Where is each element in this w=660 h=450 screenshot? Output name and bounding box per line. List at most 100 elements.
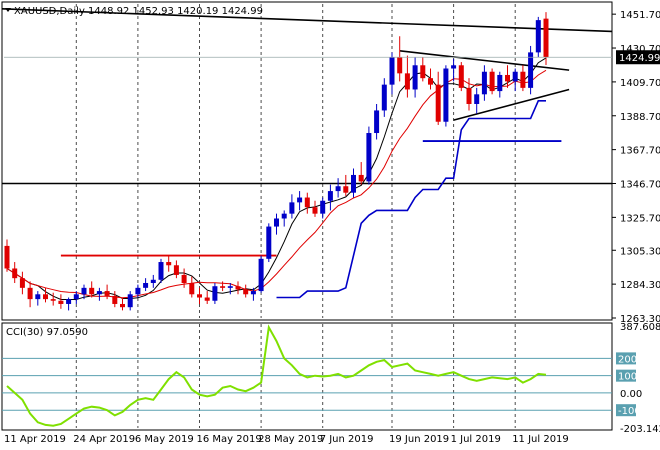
candle-body bbox=[89, 287, 95, 295]
triangle-lower-line bbox=[453, 88, 570, 121]
y-tick-label: 1409.70 bbox=[620, 78, 660, 89]
candle-body bbox=[250, 291, 256, 295]
candle-body bbox=[435, 84, 441, 122]
candle-body bbox=[512, 71, 518, 82]
candle-body bbox=[481, 71, 487, 95]
cci-indicator bbox=[6, 324, 547, 427]
descending-trendline bbox=[1, 8, 613, 33]
candle-body bbox=[235, 286, 241, 290]
y-tick-label: 1284.30 bbox=[620, 280, 660, 291]
candle-body bbox=[197, 294, 202, 298]
candle-body bbox=[289, 202, 295, 214]
y-tick-label: 1451.70 bbox=[620, 10, 660, 21]
candle-body bbox=[143, 283, 149, 288]
x-tick-label: 19 Jun 2019 bbox=[389, 434, 449, 445]
candle-body bbox=[173, 265, 179, 275]
candle-body bbox=[274, 218, 279, 227]
candle-body bbox=[81, 287, 87, 295]
candle-body bbox=[312, 207, 318, 214]
candle-body bbox=[397, 57, 403, 74]
candle-body bbox=[73, 294, 79, 300]
candle-body bbox=[4, 245, 10, 269]
x-tick-label: 7 Jun 2019 bbox=[320, 434, 374, 445]
cci-tick-label: 387.6087 bbox=[620, 322, 660, 333]
candle-body bbox=[420, 65, 426, 79]
candles bbox=[4, 12, 549, 311]
candle-body bbox=[35, 294, 41, 300]
x-axis: 11 Apr 2019 24 Apr 2019 6 May 2019 16 May 2… bbox=[4, 434, 569, 445]
last-price-label: 1424.99 bbox=[619, 53, 660, 64]
candle-body bbox=[374, 110, 380, 134]
candle-body bbox=[297, 197, 303, 203]
y-tick-label: 1367.70 bbox=[620, 146, 660, 157]
candle-body bbox=[12, 268, 18, 279]
candle-body bbox=[27, 287, 33, 300]
cci-tick-label: 200 bbox=[618, 354, 637, 365]
x-tick-label: 1 Jul 2019 bbox=[451, 434, 501, 445]
candle-body bbox=[135, 287, 141, 295]
y-tick-label: 1346.70 bbox=[620, 179, 660, 190]
candle-body bbox=[243, 289, 249, 295]
x-tick-label: 11 Apr 2019 bbox=[4, 434, 66, 445]
ma-step-line bbox=[276, 100, 546, 299]
candle-body bbox=[458, 65, 464, 88]
ma-slow-line bbox=[6, 69, 547, 299]
y-tick-label: 1325.70 bbox=[620, 213, 660, 224]
x-tick-label: 16 May 2019 bbox=[197, 434, 262, 445]
candle-body bbox=[505, 74, 510, 82]
candle-body bbox=[520, 71, 526, 88]
candle-body bbox=[304, 197, 310, 208]
cci-tick-label: 0.00 bbox=[620, 389, 642, 400]
cci-y-axis: 387.6087 200 100 0.00 -100 -203.1423 bbox=[616, 322, 660, 435]
dropdown-triangle-icon[interactable] bbox=[5, 8, 11, 12]
candle-body bbox=[528, 52, 534, 88]
candle-body bbox=[66, 299, 72, 304]
triangle-upper-line bbox=[399, 49, 570, 71]
candle-body bbox=[158, 262, 164, 280]
candle-body bbox=[327, 191, 333, 201]
candle-body bbox=[120, 303, 125, 308]
cci-tick-label: -100 bbox=[618, 406, 641, 417]
candle-body bbox=[474, 94, 480, 104]
candle-body bbox=[466, 87, 472, 104]
y-tick-label: 1388.70 bbox=[620, 112, 660, 123]
cci-line bbox=[6, 324, 547, 427]
candle-body bbox=[335, 186, 341, 192]
candle-body bbox=[543, 18, 549, 58]
y-tick-label: 1430.70 bbox=[620, 44, 660, 55]
ohlc-label: 1448.92 1452.93 1420.19 1424.99 bbox=[88, 6, 263, 17]
candle-body bbox=[204, 297, 210, 301]
candle-body bbox=[112, 295, 118, 304]
candle-body bbox=[58, 300, 64, 304]
candle-body bbox=[189, 283, 195, 295]
candle-body bbox=[96, 291, 102, 295]
candle-body bbox=[150, 279, 156, 284]
candle-body bbox=[166, 262, 172, 266]
moving-average-lines bbox=[6, 57, 547, 300]
candle-body bbox=[227, 286, 233, 288]
candle-body bbox=[351, 174, 356, 193]
cci-header-label: CCI(30) 97.0590 bbox=[6, 327, 88, 338]
cci-panel-frame bbox=[1, 322, 613, 431]
candle-body bbox=[220, 286, 226, 288]
cci-level-badge bbox=[616, 404, 636, 417]
candle-body bbox=[381, 84, 387, 111]
ma-fast-line bbox=[6, 57, 547, 300]
candle-body bbox=[281, 213, 287, 219]
candle-body bbox=[212, 286, 218, 301]
cci-level-badge bbox=[616, 352, 636, 365]
candle-body bbox=[19, 278, 25, 288]
candle-body bbox=[412, 65, 418, 90]
candle-body bbox=[104, 291, 110, 296]
candle-body bbox=[181, 274, 187, 284]
x-tick-label: 6 May 2019 bbox=[135, 434, 194, 445]
candle-body bbox=[258, 258, 264, 292]
candle-body bbox=[366, 133, 372, 182]
candle-body bbox=[320, 200, 326, 214]
candle-body bbox=[50, 299, 56, 301]
last-price-box bbox=[616, 50, 660, 65]
candle-body bbox=[127, 294, 133, 308]
y-tick-label: 1263.30 bbox=[620, 314, 660, 325]
cci-tick-label: -203.1423 bbox=[620, 424, 660, 435]
